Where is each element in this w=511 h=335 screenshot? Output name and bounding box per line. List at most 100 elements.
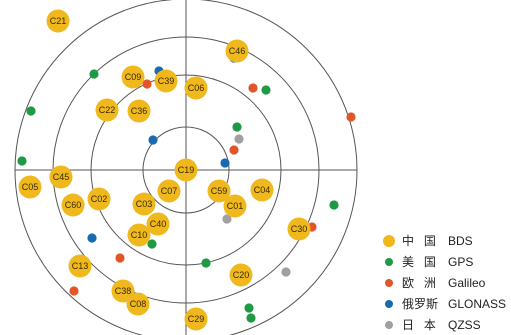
legend-code-label: GPS xyxy=(448,254,474,269)
legend-code-label: GLONASS xyxy=(448,296,507,311)
legend-system-label: 美 国 xyxy=(402,255,439,269)
satellite-marker xyxy=(184,76,208,100)
satellite-galileo-marker xyxy=(229,145,239,155)
satellite-marker xyxy=(174,158,198,182)
satellite-label: C09 xyxy=(125,72,142,82)
satellite-gps-marker xyxy=(261,85,271,95)
satellite-c02: C02 xyxy=(87,187,111,211)
satellite-marker xyxy=(250,178,274,202)
satellite-gps-marker xyxy=(89,69,99,79)
satellite-marker xyxy=(223,194,247,218)
satellite-glonass-marker xyxy=(220,158,230,168)
legend-system-label: 欧 洲 xyxy=(402,276,439,290)
satellite-marker xyxy=(49,165,73,189)
legend-code-label: QZSS xyxy=(448,317,481,332)
satellite-label: C02 xyxy=(91,194,108,204)
satellite-c36: C36 xyxy=(127,99,151,123)
satellite-gps-marker xyxy=(201,258,211,268)
satellite-c08: C08 xyxy=(126,292,150,316)
satellite-c09: C09 xyxy=(121,65,145,89)
satellite-c07: C07 xyxy=(157,179,181,203)
legend-item-galileo: 欧 洲 Galileo xyxy=(383,272,511,293)
satellite-c29: C29 xyxy=(184,307,208,331)
satellite-label: C30 xyxy=(291,224,308,234)
satellite-marker xyxy=(18,175,42,199)
satellite-gps-marker xyxy=(26,106,36,116)
satellite-gps-marker xyxy=(232,122,242,132)
satellite-label: C59 xyxy=(211,186,228,196)
satellite-label: C39 xyxy=(158,76,175,86)
satellite-label: C05 xyxy=(22,182,39,192)
satellite-c05: C05 xyxy=(18,175,42,199)
legend-code-label: Galileo xyxy=(448,275,486,290)
satellite-c13: C13 xyxy=(68,254,92,278)
satellite-marker xyxy=(225,39,249,63)
satellite-marker xyxy=(127,99,151,123)
legend-item-gps: 美 国 GPS xyxy=(383,251,511,272)
satellite-label: C13 xyxy=(72,261,89,271)
legend-system-label: 日 本 xyxy=(402,318,439,332)
satellite-label: C36 xyxy=(131,106,148,116)
satellite-label: C22 xyxy=(99,105,116,115)
satellite-marker xyxy=(46,9,70,33)
satellite-label: C07 xyxy=(161,186,178,196)
satellite-label: C46 xyxy=(229,46,246,56)
satellite-marker xyxy=(111,279,135,303)
legend: 中 国 BDS 美 国 GPS 欧 洲 Galileo 俄罗斯 GLONASS … xyxy=(383,230,511,335)
satellite-label: C03 xyxy=(136,199,153,209)
satellite-galileo-marker xyxy=(248,83,258,93)
satellite-marker xyxy=(61,193,85,217)
satellite-glonass-marker xyxy=(87,233,97,243)
satellite-marker xyxy=(121,65,145,89)
satellite-qzss-marker xyxy=(222,214,232,224)
satellite-marker xyxy=(184,307,208,331)
satellite-c06: C06 xyxy=(184,76,208,100)
satellite-label: C45 xyxy=(53,172,70,182)
satellite-label: C29 xyxy=(188,314,205,324)
satellite-c39: C39 xyxy=(154,69,178,93)
satellite-label: C19 xyxy=(178,165,195,175)
satellite-c03: C03 xyxy=(132,192,156,216)
satellite-c60: C60 xyxy=(61,193,85,217)
satellite-label: C60 xyxy=(65,200,82,210)
satellite-marker xyxy=(157,179,181,203)
satellite-c19: C19 xyxy=(174,158,198,182)
qzss-marker-icon xyxy=(385,320,393,329)
legend-item-qzss: 日 本 QZSS xyxy=(383,314,511,335)
legend-system-label: 中 国 xyxy=(402,234,439,248)
satellite-gps-marker xyxy=(17,156,27,166)
satellite-c40: C40 xyxy=(146,212,170,236)
legend-code-label: BDS xyxy=(448,233,473,248)
satellite-label: C21 xyxy=(50,16,67,26)
satellite-c45: C45 xyxy=(49,165,73,189)
satellite-marker xyxy=(132,192,156,216)
satellite-marker xyxy=(146,212,170,236)
bds-marker-icon xyxy=(383,234,395,247)
satellite-c04: C04 xyxy=(250,178,274,202)
legend-item-bds: 中 国 BDS xyxy=(383,230,511,251)
satellite-marker xyxy=(95,98,119,122)
bds-satellites: C21 C46 C09 C39 C06 C22 C36 C19 C45 C05 C07 C59 C04 C… xyxy=(18,9,311,331)
satellite-galileo-marker xyxy=(69,286,79,296)
satellite-c10: C10 xyxy=(127,223,151,247)
satellite-qzss-marker xyxy=(281,267,291,277)
satellite-c21: C21 xyxy=(46,9,70,33)
legend-item-glonass: 俄罗斯 GLONASS xyxy=(383,293,511,314)
satellite-marker xyxy=(287,217,311,241)
satellite-c38: C38 xyxy=(111,279,135,303)
satellite-gps-marker xyxy=(246,313,256,323)
satellite-label: C40 xyxy=(150,219,167,229)
satellite-marker xyxy=(126,292,150,316)
satellite-label: C10 xyxy=(131,230,148,240)
satellite-glonass-marker xyxy=(148,135,158,145)
galileo-marker-icon xyxy=(385,278,393,287)
legend-system-label: 俄罗斯 xyxy=(402,297,439,311)
satellite-label: C06 xyxy=(188,83,205,93)
satellite-c59: C59 xyxy=(207,179,231,203)
satellite-gps-marker xyxy=(329,200,339,210)
satellite-label: C01 xyxy=(227,201,244,211)
gps-marker-icon xyxy=(385,257,393,266)
satellite-gps-marker xyxy=(244,303,254,313)
